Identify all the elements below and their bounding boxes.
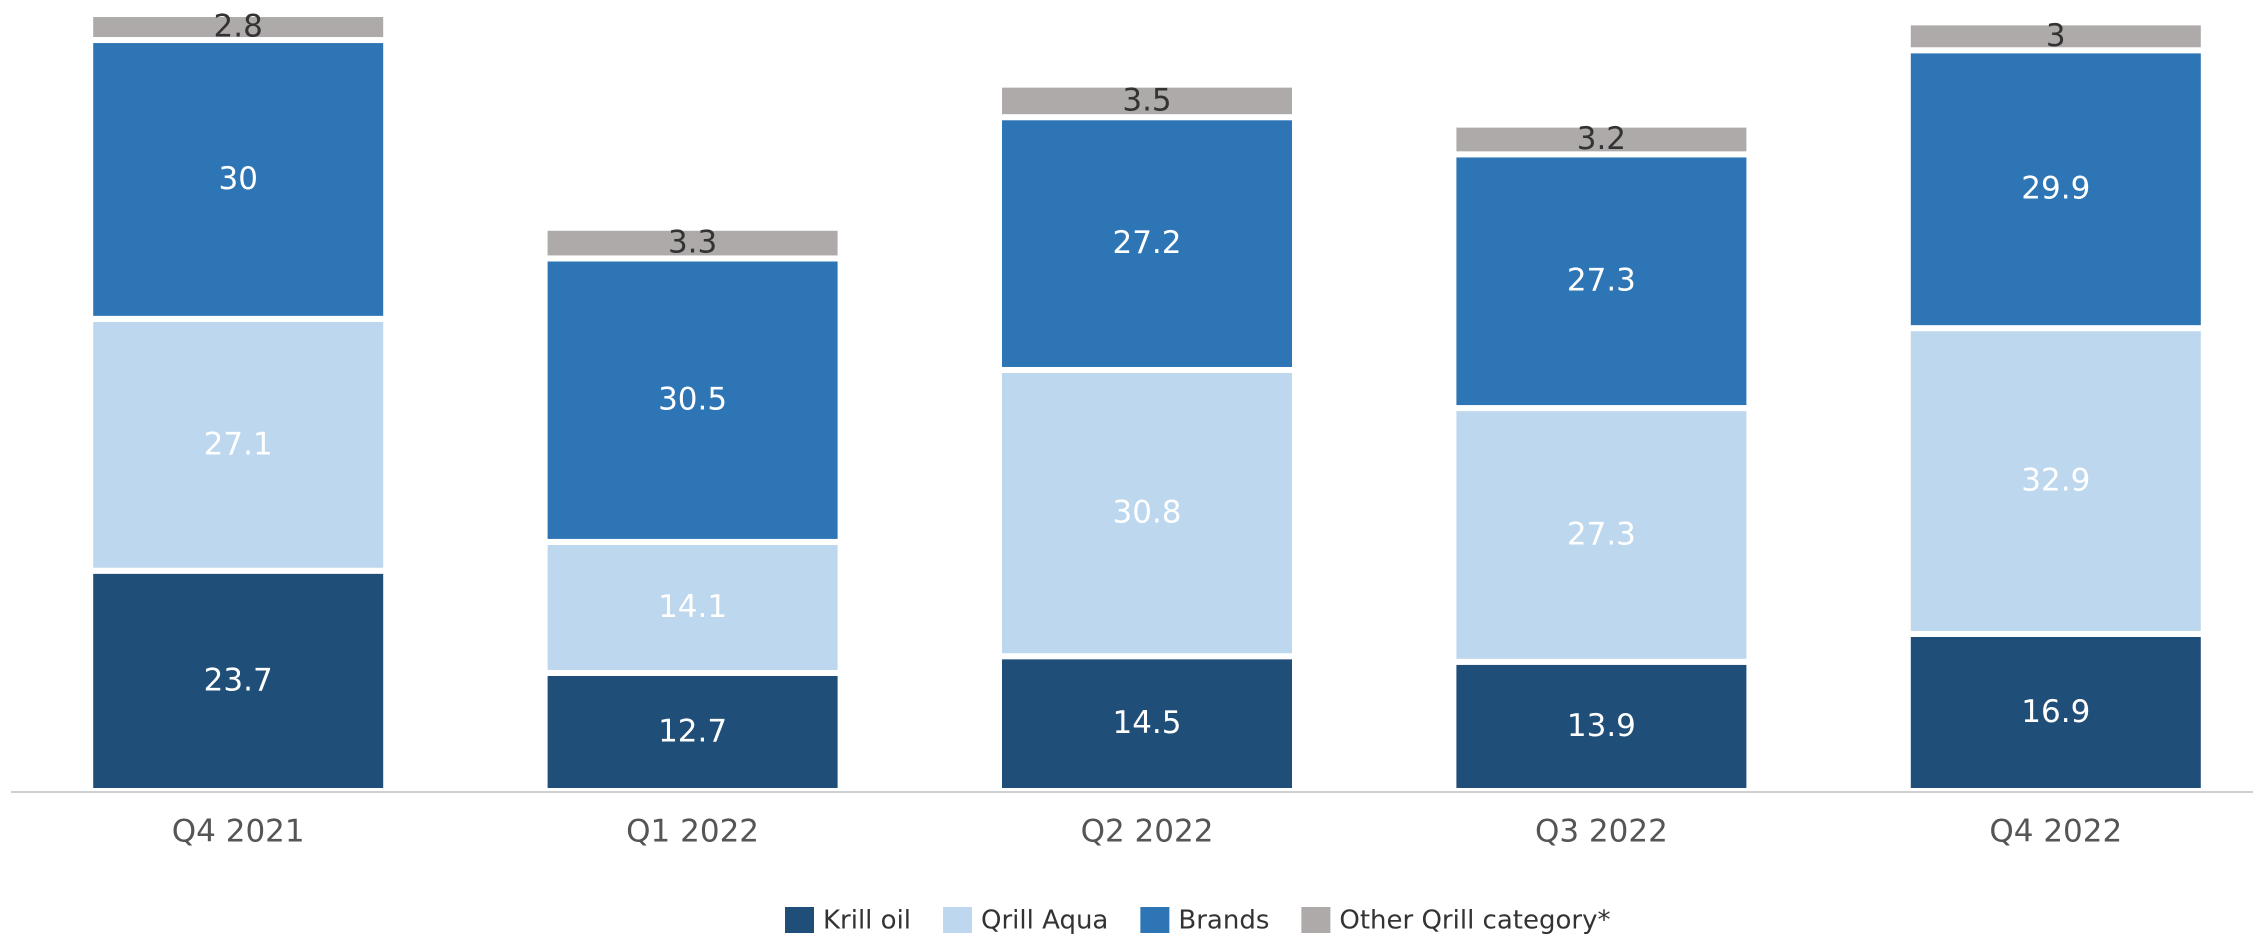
legend-swatch	[1140, 907, 1170, 933]
bar-segment	[87, 11, 390, 44]
value-label: 27.3	[1567, 516, 1636, 552]
legend-label: Qrill Aqua	[981, 906, 1108, 935]
bar-segment	[1904, 325, 2207, 637]
bar-segment	[996, 366, 1298, 660]
value-label: 12.7	[658, 713, 727, 749]
value-label: 16.9	[2021, 694, 2090, 730]
bar-segment	[541, 255, 844, 545]
value-label: 23.7	[204, 662, 273, 698]
value-label: 32.9	[2021, 463, 2090, 499]
bar-segment	[996, 81, 1298, 121]
value-label: 27.3	[1567, 263, 1636, 299]
legend-label: Other Qrill category*	[1339, 906, 1610, 935]
bar-segment	[87, 315, 390, 574]
legend-label: Krill oil	[823, 906, 911, 935]
bar-segment	[87, 567, 390, 795]
x-tick-label: Q1 2022	[626, 814, 759, 850]
value-label: 27.1	[204, 426, 273, 462]
bar-segment	[541, 224, 844, 262]
bar-segment	[1904, 630, 2207, 794]
value-label: 30.8	[1112, 495, 1181, 531]
bar-segment	[1904, 47, 2207, 332]
value-label: 30.5	[658, 382, 727, 418]
legend-swatch	[943, 907, 973, 933]
x-tick-label: Q2 2022	[1081, 814, 1214, 850]
x-tick-label: Q4 2021	[172, 814, 305, 850]
value-label: 2.8	[214, 9, 263, 45]
value-label: 3.2	[1577, 121, 1626, 157]
value-label: 30	[218, 161, 257, 197]
value-label: 13.9	[1567, 708, 1636, 744]
value-label: 27.2	[1112, 225, 1181, 261]
legend-label: Brands	[1178, 906, 1269, 935]
value-label: 3	[2046, 18, 2066, 54]
value-label: 3.5	[1122, 82, 1171, 118]
x-tick-label: Q4 2022	[1989, 814, 2122, 850]
bar-segment	[1904, 19, 2207, 54]
legend-swatch	[785, 907, 814, 933]
legend-swatch	[1301, 907, 1331, 933]
x-tick-label: Q3 2022	[1535, 814, 1668, 850]
value-label: 3.3	[668, 225, 717, 261]
bar-segment	[1450, 121, 1753, 158]
value-label: 29.9	[2021, 171, 2090, 207]
value-label: 14.1	[658, 589, 727, 625]
bar-segment	[1450, 151, 1753, 412]
value-label: 14.5	[1112, 705, 1181, 741]
bar-segment	[541, 538, 844, 676]
bar-segment	[996, 114, 1298, 373]
